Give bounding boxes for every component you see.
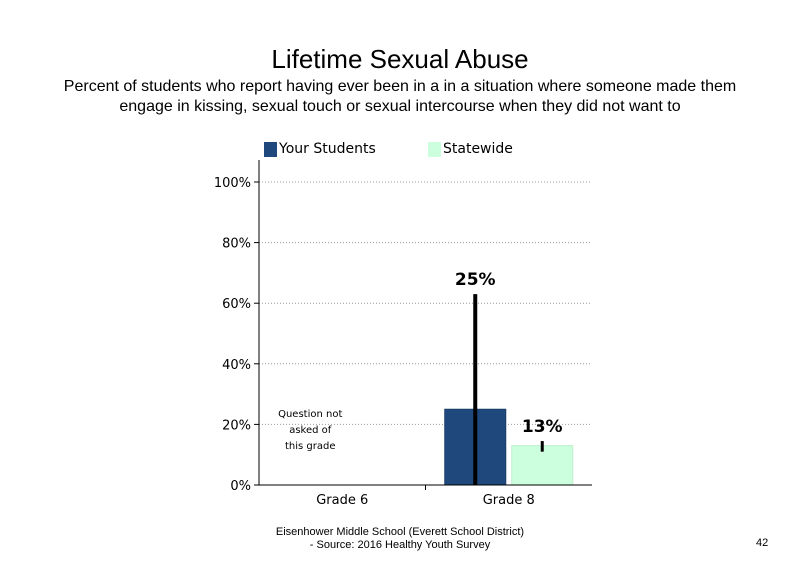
legend-swatch-statewide: [428, 141, 441, 157]
x-tick-label: Grade 6: [316, 493, 368, 508]
data-label: 25%: [455, 270, 496, 290]
legend-item-your-students: Your Students: [264, 139, 376, 159]
data-label: 13%: [522, 417, 563, 437]
legend-item-statewide: Statewide: [428, 139, 513, 159]
chart-title: Lifetime Sexual Abuse: [271, 44, 529, 74]
page-number: 42: [756, 537, 769, 549]
y-tick-label: 0%: [230, 479, 251, 494]
no-data-annotation-line: asked of: [289, 425, 332, 436]
chart-subtitle: Percent of students who report having ev…: [63, 78, 737, 115]
y-tick-label: 40%: [222, 358, 251, 373]
bar-statewide: [511, 445, 574, 486]
y-tick-label: 20%: [222, 418, 251, 433]
x-tick-label: Grade 8: [483, 493, 535, 508]
y-tick-label: 60%: [222, 297, 251, 312]
footer-source: - Source: 2016 Healthy Youth Survey: [309, 539, 491, 551]
legend-swatch-your-students: [264, 141, 277, 157]
legend-label-your-students: Your Students: [279, 141, 376, 157]
no-data-annotation-line: Question not: [278, 409, 342, 420]
footer-school: Eisenhower Middle School (Everett School…: [275, 526, 525, 538]
no-data-annotation-line: this grade: [285, 441, 336, 452]
y-tick-label: 80%: [222, 237, 251, 252]
footer: Eisenhower Middle School (Everett School…: [200, 526, 600, 552]
y-tick-label: 100%: [214, 176, 251, 191]
legend-label-statewide: Statewide: [443, 141, 513, 157]
